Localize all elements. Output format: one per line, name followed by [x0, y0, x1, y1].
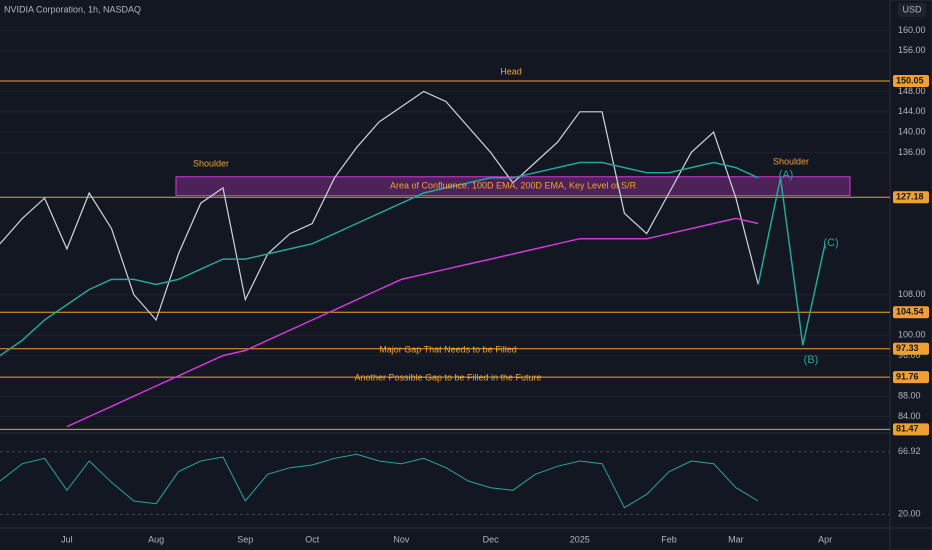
annotation: Shoulder	[773, 156, 809, 166]
zone-label: Area of Confluence. 100D EMA, 200D EMA, …	[390, 181, 637, 191]
level-badge	[893, 191, 929, 204]
wave-label: (B)	[804, 354, 819, 366]
y-tick-label: 96.00	[898, 350, 921, 360]
y-tick-label: 148.00	[898, 86, 926, 96]
x-tick-label: Dec	[483, 534, 500, 544]
level-label: 104.54	[896, 307, 924, 317]
y-tick-label: 156.00	[898, 45, 926, 55]
y-tick-label: 140.00	[898, 126, 926, 136]
level-badge	[893, 342, 929, 355]
rsi-tick-label: 66.92	[898, 446, 921, 456]
wave-label: (C)	[823, 237, 838, 249]
currency-box	[898, 3, 926, 17]
y-tick-label: 160.00	[898, 25, 926, 35]
annotation: Major Gap That Needs to be Filled	[379, 344, 516, 354]
level-badge	[893, 371, 929, 384]
x-tick-label: Sep	[237, 534, 253, 544]
y-tick-label: 84.00	[898, 411, 921, 421]
currency: USD	[902, 4, 922, 14]
rsi-line	[0, 453, 759, 509]
level-label: 127.18	[896, 192, 924, 202]
y-tick-label: 136.00	[898, 147, 926, 157]
series-line	[0, 90, 759, 322]
y-tick-label: 108.00	[898, 289, 926, 299]
x-tick-label: Apr	[818, 534, 832, 544]
x-tick-label: Aug	[148, 534, 164, 544]
y-tick-label: 100.00	[898, 330, 926, 340]
level-label: 97.33	[896, 343, 919, 353]
series-line	[757, 177, 826, 346]
x-tick-label: Jul	[61, 534, 73, 544]
confluence-zone	[175, 176, 851, 197]
y-tick-label: 144.00	[898, 106, 926, 116]
series-line	[0, 161, 759, 357]
annotation: Shoulder	[193, 158, 229, 168]
rsi-tick-label: 20.00	[898, 509, 921, 519]
level-badge	[893, 75, 929, 88]
x-tick-label: Feb	[661, 534, 677, 544]
level-badge	[893, 306, 929, 319]
x-tick-label: Oct	[305, 534, 320, 544]
level-label: 91.76	[896, 371, 919, 381]
wave-label: (A)	[779, 169, 794, 181]
level-label: 150.05	[896, 75, 924, 85]
annotation: Head	[500, 66, 522, 76]
level-badge	[893, 423, 929, 436]
annotation: Another Possible Gap to be Filled in the…	[354, 372, 541, 382]
x-tick-label: Mar	[728, 534, 744, 544]
price-axis	[889, 0, 932, 550]
level-label: 81.47	[896, 424, 919, 434]
series-line	[66, 217, 759, 428]
x-tick-label: 2025	[570, 534, 590, 544]
chart-title: NVIDIA Corporation, 1h, NASDAQ	[4, 4, 141, 14]
x-tick-label: Nov	[393, 534, 410, 544]
y-tick-label: 88.00	[898, 391, 921, 401]
